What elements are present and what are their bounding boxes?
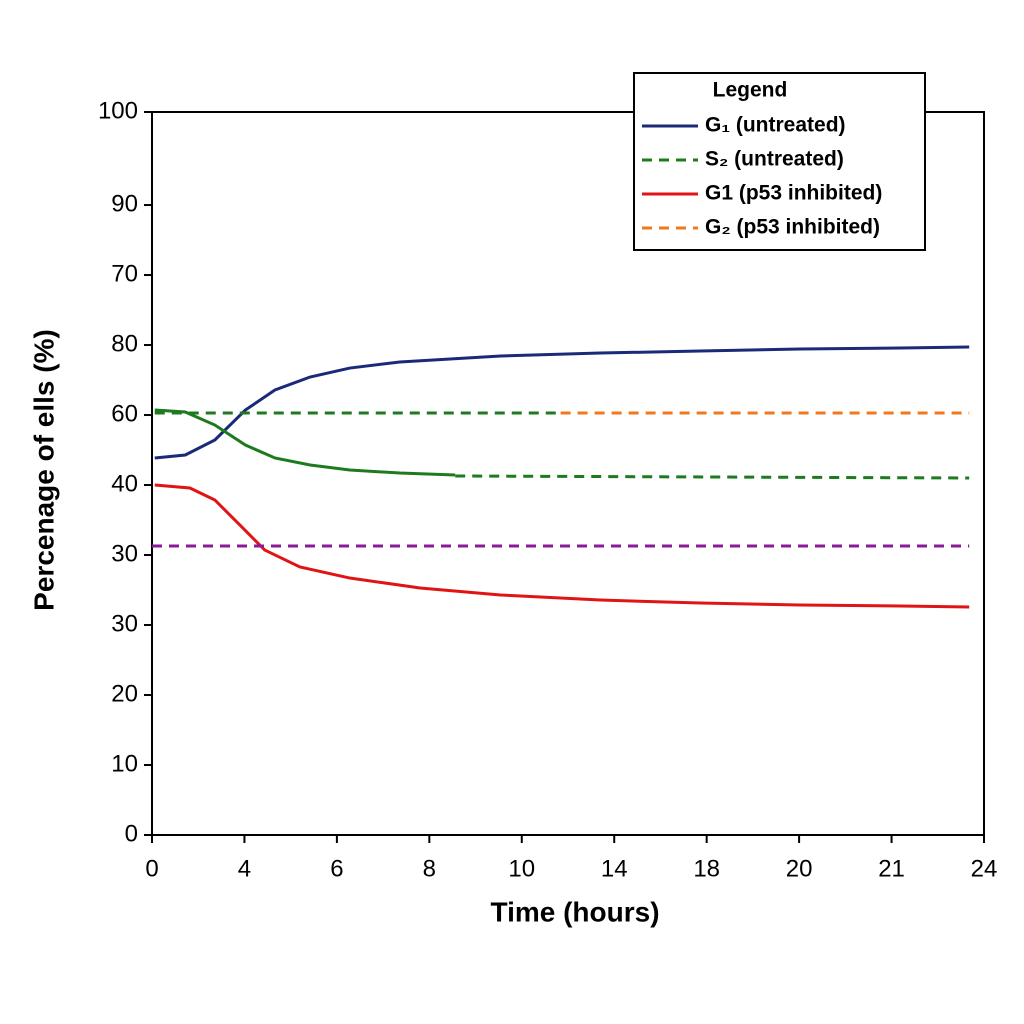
y-tick-label: 10 xyxy=(111,750,138,777)
plot-frame xyxy=(151,111,985,836)
y-tick-label: 70 xyxy=(111,260,138,287)
y-tick-label: 90 xyxy=(111,190,138,217)
y-tick-label: 30 xyxy=(111,610,138,637)
x-tick-label: 20 xyxy=(786,855,813,882)
x-tick-label: 10 xyxy=(508,855,535,882)
series-line xyxy=(154,345,970,460)
y-tick-label: 20 xyxy=(111,680,138,707)
y-tick-label: 80 xyxy=(111,330,138,357)
x-tick-label: 21 xyxy=(878,855,905,882)
series-line xyxy=(455,474,970,480)
x-tick-label: 6 xyxy=(330,855,343,882)
x-tick-label: 18 xyxy=(693,855,720,882)
x-axis-title: Time (hours) xyxy=(490,896,659,927)
x-tick-label: 8 xyxy=(423,855,436,882)
y-axis-title: Percenage of ells (%) xyxy=(28,329,59,611)
legend-label: G₂ (p53 inhibited) xyxy=(705,216,880,239)
y-tick-label: 30 xyxy=(111,540,138,567)
legend-label: G₁ (untreated) xyxy=(705,114,846,137)
y-tick-label: 100 xyxy=(98,97,138,124)
x-tick-label: 4 xyxy=(238,855,251,882)
y-tick-label: 40 xyxy=(111,470,138,497)
x-tick-label: 24 xyxy=(971,855,998,882)
series-line xyxy=(154,408,456,477)
x-tick-label: 0 xyxy=(145,855,158,882)
x-tick-label: 14 xyxy=(601,855,628,882)
y-tick-label: 60 xyxy=(111,400,138,427)
legend-label: G1 (p53 inhibited) xyxy=(705,182,882,205)
legend-title: Legend xyxy=(713,79,788,102)
series-line xyxy=(154,483,970,609)
legend-label: S₂ (untreated) xyxy=(705,148,844,171)
y-tick-label: 0 xyxy=(125,820,138,847)
